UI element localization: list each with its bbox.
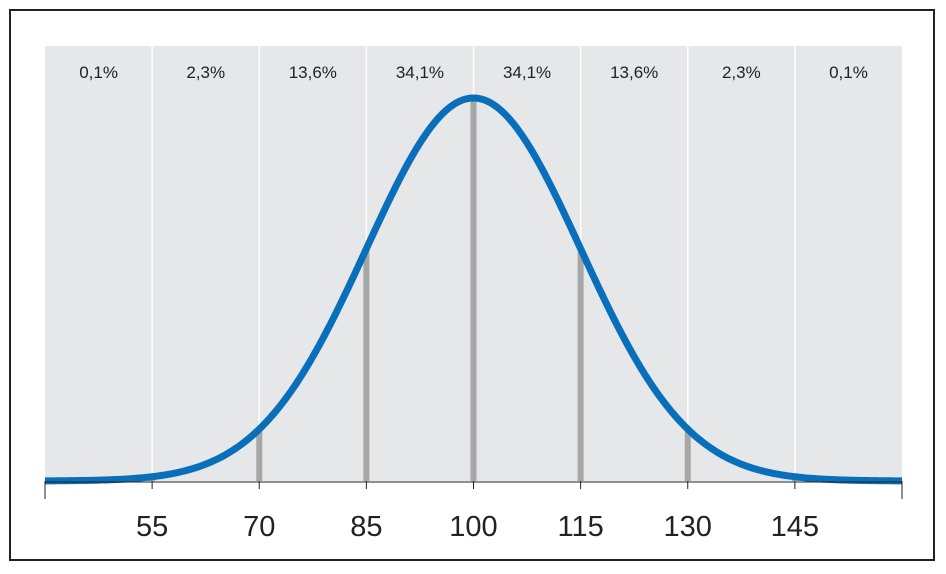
band-label-5: 34,1% [503, 63, 551, 82]
tick-label-130: 130 [664, 511, 712, 543]
band-label-8: 0,1% [829, 63, 868, 82]
band-label-3: 13,6% [289, 63, 337, 82]
band-label-7: 2,3% [722, 63, 761, 82]
tick-label-85: 85 [350, 511, 382, 543]
band-label-1: 0,1% [79, 63, 118, 82]
tick-label-55: 55 [136, 511, 168, 543]
bell-curve-series [44, 94, 903, 485]
band-labels: 0,1% 2,3% 13,6% 34,1% 34,1% 13,6% 2,3% 0,1% [79, 63, 868, 82]
drop-lines [149, 98, 798, 481]
tick-label-100: 100 [449, 511, 497, 543]
band-label-6: 13,6% [610, 63, 658, 82]
tick-label-145: 145 [771, 511, 819, 543]
x-axis-ticks: 55 70 85 100 115 130 145 [44, 481, 903, 543]
tick-label-115: 115 [558, 511, 604, 543]
band-label-2: 2,3% [186, 63, 225, 82]
band-label-4: 34,1% [396, 63, 444, 82]
tick-label-70: 70 [243, 511, 275, 543]
